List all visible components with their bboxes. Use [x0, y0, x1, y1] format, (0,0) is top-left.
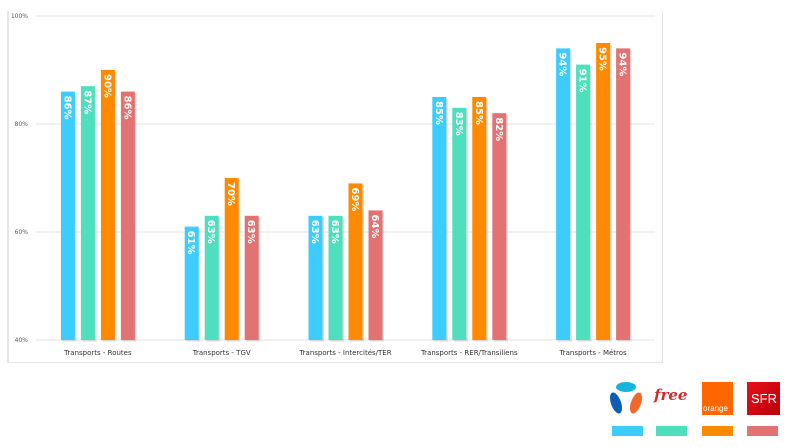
bar-data-label: 87%: [81, 90, 92, 114]
bar: [556, 48, 571, 341]
bar-data-label: 61%: [185, 231, 196, 255]
sfr-logo-text: SFR: [751, 391, 777, 406]
legend-free: free: [654, 386, 688, 404]
x-tick-label: Transports - Métros: [558, 349, 627, 357]
bar-data-label: 69%: [349, 187, 360, 211]
bar-data-label: 70%: [225, 182, 236, 206]
bar: [60, 91, 75, 340]
bar: [244, 215, 259, 340]
legend-sfr: SFR: [747, 382, 780, 415]
y-tick-label: 100%: [11, 13, 28, 20]
bar: [472, 97, 487, 340]
bar: [308, 215, 323, 340]
bar-data-label: 94%: [617, 52, 628, 76]
x-tick-label: Transports - TGV: [192, 349, 251, 357]
legend-swatch: [612, 426, 643, 436]
bar: [80, 86, 95, 340]
bar: [120, 91, 135, 340]
bar-data-label: 86%: [61, 96, 72, 120]
bouygues-logo-icon: [609, 382, 643, 414]
bar: [328, 215, 343, 340]
chart-frame: [7, 11, 663, 363]
legend-swatch: [702, 426, 733, 436]
x-tick-label: Transports - Intercités/TER: [298, 349, 391, 357]
legend-bouygues: [608, 380, 644, 416]
bar: [204, 215, 219, 340]
bar: [184, 226, 199, 340]
bar: [492, 113, 507, 340]
bar-data-label: 95%: [597, 47, 608, 71]
bar: [452, 107, 467, 340]
bar: [596, 43, 611, 340]
bar-data-label: 94%: [557, 52, 568, 76]
bar: [224, 178, 239, 340]
y-tick-label: 40%: [15, 337, 29, 344]
bar-data-label: 83%: [453, 112, 464, 136]
x-tick-label: Transports - RER/Transiliens: [420, 349, 518, 357]
x-tick-label: Transports - Routes: [63, 349, 132, 357]
bar: [432, 97, 447, 340]
bar-data-label: 63%: [205, 220, 216, 244]
bar: [576, 64, 591, 340]
y-tick-label: 60%: [15, 229, 29, 236]
bar-data-label: 63%: [245, 220, 256, 244]
bar: [368, 210, 383, 340]
bar: [348, 183, 363, 340]
bar-data-label: 86%: [121, 96, 132, 120]
legend-swatch: [747, 426, 778, 436]
bar-data-label: 85%: [473, 101, 484, 125]
bar-data-label: 82%: [493, 117, 504, 141]
y-tick-label: 80%: [15, 121, 29, 128]
bar-data-label: 63%: [329, 220, 340, 244]
bar-data-label: 63%: [309, 220, 320, 244]
bar: [100, 70, 115, 340]
bar: [616, 48, 631, 341]
legend-swatch: [656, 426, 687, 436]
bar-data-label: 64%: [369, 214, 380, 238]
bar-data-label: 91%: [577, 69, 588, 93]
legend-orange: orange: [702, 382, 733, 415]
bar-data-label: 90%: [101, 74, 112, 98]
orange-logo-text: orange: [703, 404, 728, 413]
bar-data-label: 85%: [433, 101, 444, 125]
